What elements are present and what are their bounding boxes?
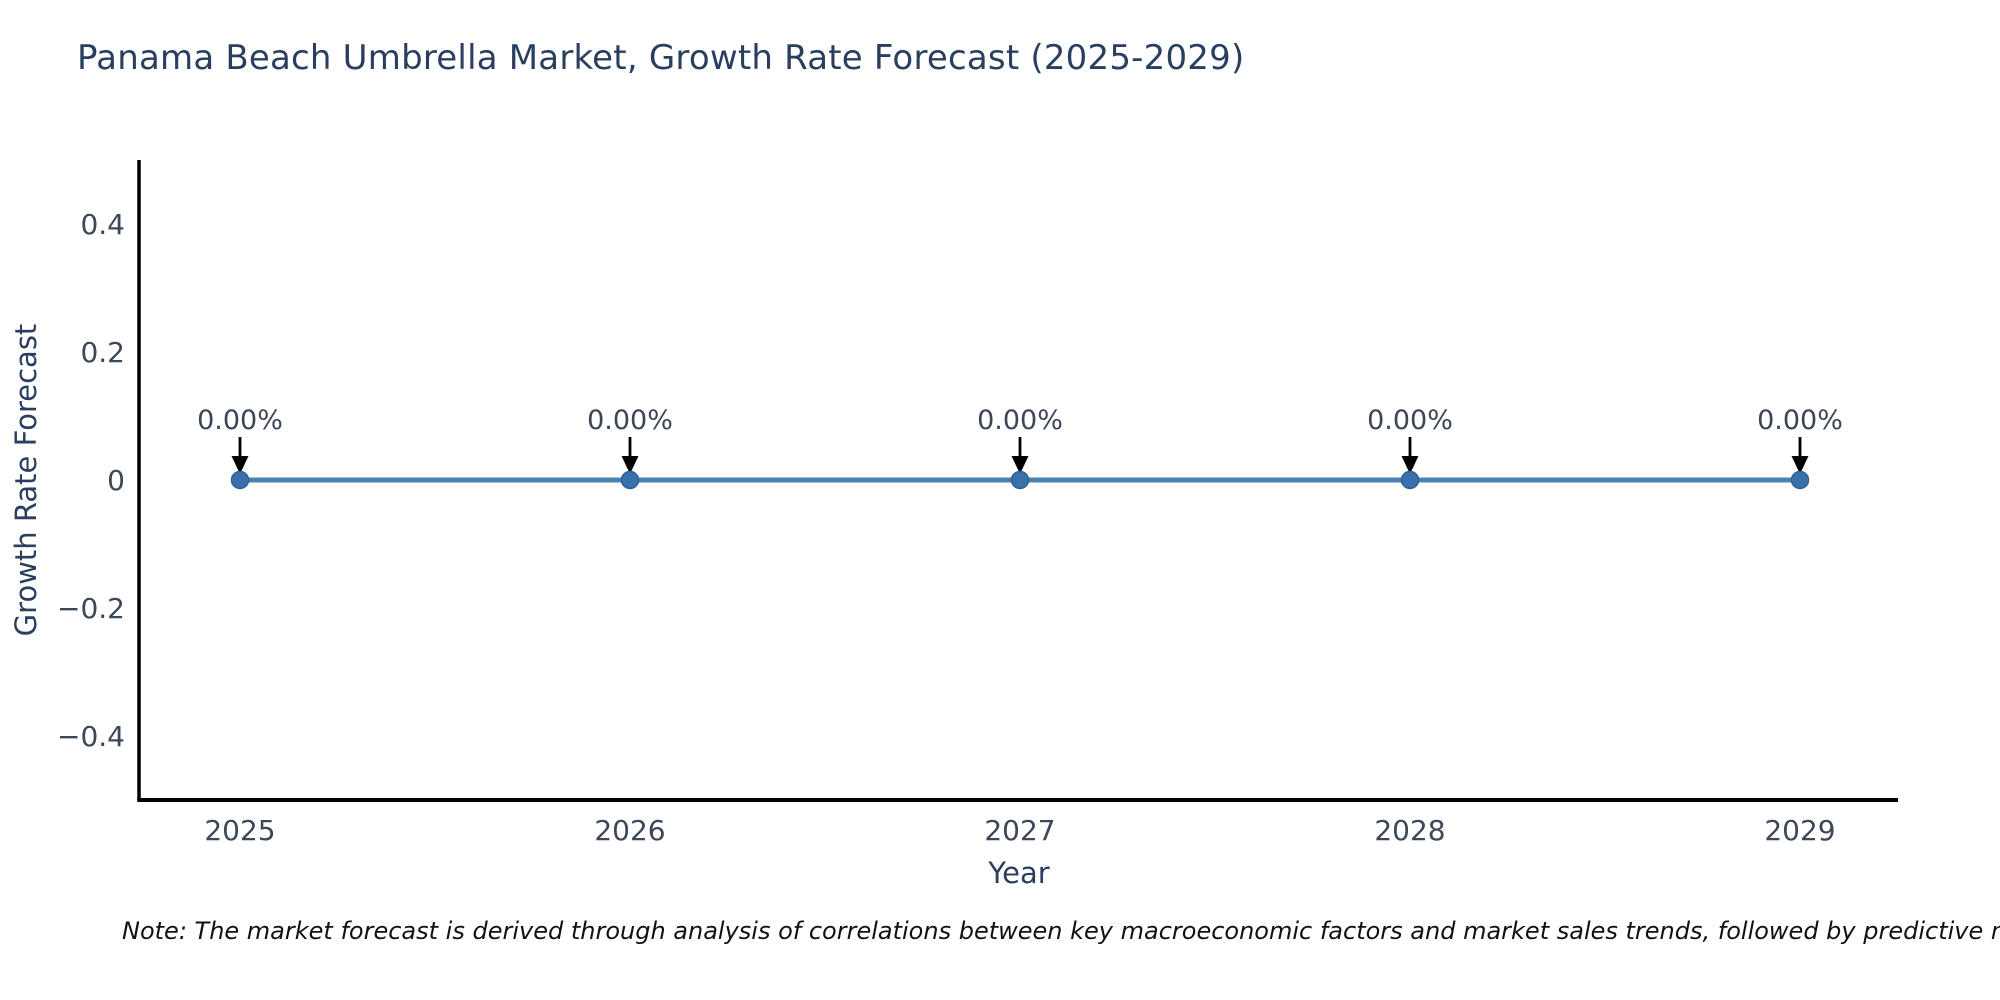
x-tick-label: 2026 (594, 814, 665, 847)
x-axis-title: Year (988, 856, 1050, 890)
chart-title: Panama Beach Umbrella Market, Growth Rat… (77, 38, 1245, 78)
data-point (1010, 470, 1030, 490)
y-tick-label: 0.2 (80, 336, 125, 369)
point-annotation-label: 0.00% (1757, 405, 1843, 436)
annotation-arrowhead (1401, 456, 1419, 474)
annotation-arrowhead (231, 456, 249, 474)
annotation-arrowhead (1011, 456, 1029, 474)
point-annotation-label: 0.00% (197, 405, 283, 436)
point-annotation-label: 0.00% (977, 405, 1063, 436)
data-point (1790, 470, 1810, 490)
point-annotation-label: 0.00% (587, 405, 673, 436)
y-tick-label: −0.2 (57, 592, 125, 625)
data-point (1400, 470, 1420, 490)
point-annotation-label: 0.00% (1367, 405, 1453, 436)
annotation-arrowhead (621, 456, 639, 474)
x-tick-label: 2025 (204, 814, 275, 847)
y-tick-label: 0.4 (80, 208, 125, 241)
y-axis-title: Growth Rate Forecast (9, 323, 43, 637)
x-tick-label: 2028 (1374, 814, 1445, 847)
y-tick-label: −0.4 (57, 720, 125, 753)
data-point (620, 470, 640, 490)
footnote: Note: The market forecast is derived thr… (122, 917, 2000, 945)
x-tick-label: 2029 (1764, 814, 1835, 847)
data-point (230, 470, 250, 490)
y-tick-label: 0 (107, 464, 125, 497)
annotation-arrowhead (1791, 456, 1809, 474)
x-tick-label: 2027 (984, 814, 1055, 847)
